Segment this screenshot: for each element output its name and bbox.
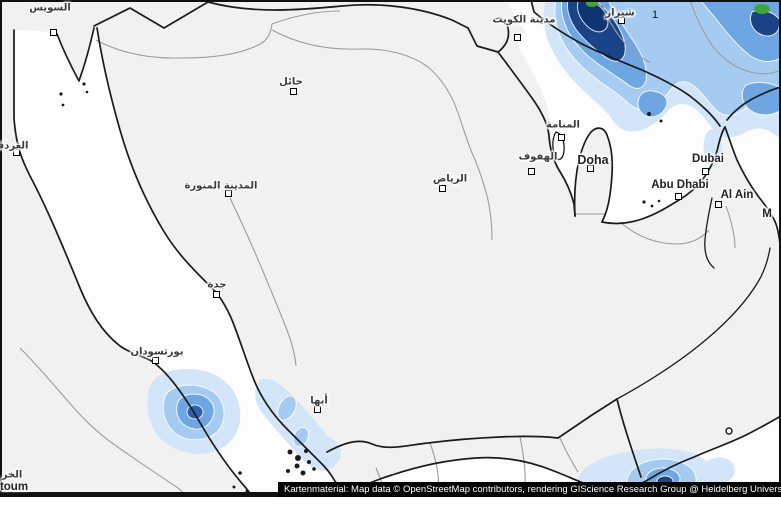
city-label-abu-dhabi: Abu Dhabi bbox=[651, 179, 709, 191]
city-label-kuwait-city: مدينة الكويت bbox=[492, 14, 556, 26]
city-marker-icon bbox=[557, 133, 565, 141]
egypt-sudan-coast bbox=[13, 29, 254, 497]
precip-hormuz-streak bbox=[703, 128, 722, 168]
city-label-hofuf: الهفوف bbox=[518, 151, 558, 163]
bottom-whitespace bbox=[0, 497, 781, 510]
city-label-muscat-partial: M bbox=[762, 208, 772, 220]
red-sea bbox=[14, 28, 342, 497]
city-label-khartoum-arabic-partial: الخر bbox=[1, 469, 23, 481]
city-label-hurghada: الغردقة bbox=[0, 140, 29, 152]
city-label-al-ain: Al Ain bbox=[720, 189, 754, 201]
gulf-west-coast bbox=[497, 51, 576, 217]
city-label-shiraz: شيراز bbox=[605, 7, 635, 19]
map-geometry bbox=[0, 0, 781, 497]
city-marker-icon bbox=[714, 200, 722, 208]
city-label-abha: أبها bbox=[310, 395, 328, 407]
oman-east-coast bbox=[724, 126, 781, 253]
city-marker-icon bbox=[224, 189, 232, 197]
city-label-port-sudan: بورتسودان bbox=[130, 346, 184, 358]
qatar-coast bbox=[573, 127, 614, 223]
map-attribution: Kartenmaterial: Map data © OpenStreetMap… bbox=[278, 482, 781, 497]
precip-sudan-core bbox=[186, 404, 204, 420]
city-marker-icon bbox=[586, 164, 594, 172]
oman-yemen-border bbox=[616, 398, 642, 478]
precip-coastal-patch bbox=[303, 433, 341, 469]
city-marker-icon bbox=[701, 167, 709, 175]
city-label-khartoum-latin-partial: toum bbox=[0, 481, 29, 493]
kuwait-border bbox=[467, 27, 499, 53]
city-marker-icon bbox=[513, 33, 521, 41]
city-label-medina: المدينة المنورة bbox=[184, 180, 258, 192]
city-label-manama: المنامة bbox=[546, 119, 580, 131]
precip-green-spot-2 bbox=[754, 4, 770, 14]
iran-oman-sea-coast bbox=[726, 86, 781, 121]
city-marker-icon bbox=[674, 192, 682, 200]
city-marker-icon bbox=[527, 167, 535, 175]
precip-se-light-right bbox=[699, 457, 735, 484]
masirah-island bbox=[725, 427, 733, 435]
city-marker-icon bbox=[313, 405, 321, 413]
city-label-suez: السويس bbox=[29, 2, 71, 14]
city-label-riyadh: الرياض bbox=[432, 173, 468, 185]
city-label-jeddah: جدة bbox=[207, 279, 227, 291]
islands bbox=[59, 82, 733, 493]
precip-contour-value: 1 bbox=[651, 9, 659, 21]
city-label-hail: حائل bbox=[279, 76, 303, 88]
city-label-dubai: Dubai bbox=[692, 153, 724, 165]
iran-gulf-coast bbox=[530, 0, 721, 127]
iraq-saudi-border bbox=[207, 1, 469, 29]
yemen-saudi-border bbox=[326, 398, 618, 453]
precip-coastal-medium-2 bbox=[292, 426, 310, 448]
precip-coastal-medium-1 bbox=[277, 395, 297, 421]
saudi-red-sea-coast bbox=[96, 27, 344, 497]
city-marker-icon bbox=[49, 28, 57, 36]
city-marker-icon bbox=[438, 184, 446, 192]
city-marker-icon bbox=[212, 290, 220, 298]
city-marker-icon bbox=[151, 356, 159, 364]
saudi-oman-border bbox=[616, 247, 771, 400]
jordan-border bbox=[93, 1, 209, 29]
uae-oman-border bbox=[704, 197, 715, 269]
city-marker-icon bbox=[12, 148, 20, 156]
city-marker-icon bbox=[289, 87, 297, 95]
city-marker-icon bbox=[617, 16, 625, 24]
precip-ne-pocket bbox=[637, 90, 668, 118]
sinai-coast bbox=[56, 27, 95, 82]
kuwait-bay bbox=[493, 17, 510, 53]
city-label-doha: Doha bbox=[577, 153, 609, 167]
uae-coast bbox=[601, 126, 726, 225]
map-canvas[interactable]: السويس الغردقة مدينة الكويت شيراز حائل ا… bbox=[0, 0, 781, 497]
